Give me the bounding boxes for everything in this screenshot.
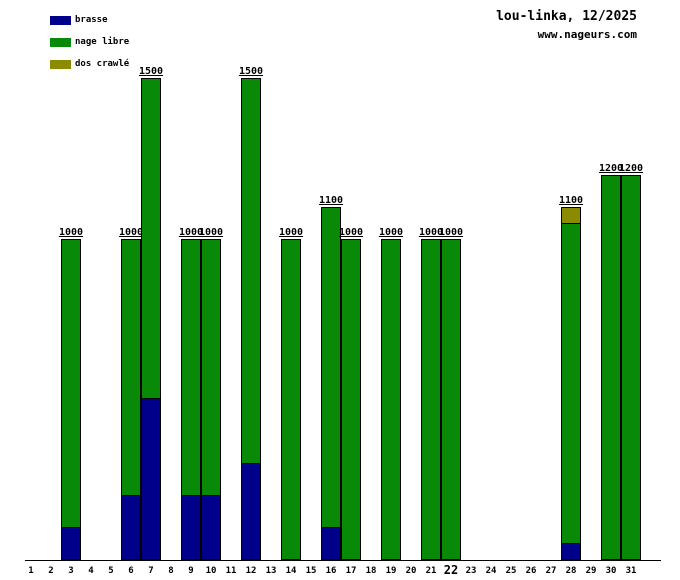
axis-day-label-current: 22 — [443, 563, 459, 577]
bar-day-10 — [201, 239, 221, 560]
axis-day-label: 2 — [48, 566, 54, 576]
axis-day-label: 20 — [405, 566, 417, 576]
bar-total-label: 1500 — [138, 66, 164, 77]
bar-day-22 — [441, 239, 461, 560]
axis-day-label: 31 — [625, 566, 637, 576]
bar-total-label: 1000 — [338, 227, 364, 238]
axis-day-label: 11 — [225, 566, 237, 576]
bar-total-label: 1000 — [418, 227, 444, 238]
bar-day-28 — [561, 207, 581, 560]
axis-day-label: 3 — [68, 566, 74, 576]
axis-day-label: 18 — [365, 566, 377, 576]
bar-total-label: 1000 — [118, 227, 144, 238]
bar-segment-brasse — [122, 495, 140, 559]
bar-segment-brasse — [62, 527, 80, 559]
bar-segment-brasse — [562, 543, 580, 559]
bar-total-label: 1000 — [178, 227, 204, 238]
axis-day-label: 9 — [188, 566, 194, 576]
legend-item-nage-libre: nage libre — [50, 37, 129, 47]
bar-segment-brasse — [322, 527, 340, 559]
bar-segment-brasse — [202, 495, 220, 559]
bar-segment-brasse — [242, 463, 260, 559]
axis-day-label: 1 — [28, 566, 34, 576]
bar-day-14 — [281, 239, 301, 560]
legend-label-nage-libre: nage libre — [75, 37, 130, 47]
axis-day-label: 12 — [245, 566, 257, 576]
axis-day-label: 29 — [585, 566, 597, 576]
bar-total-label: 1200 — [618, 163, 644, 174]
axis-day-label: 7 — [148, 566, 154, 576]
axis-day-label: 30 — [605, 566, 617, 576]
axis-day-label: 25 — [505, 566, 517, 576]
axis-day-label: 27 — [545, 566, 557, 576]
axis-day-label: 10 — [205, 566, 217, 576]
bar-day-9 — [181, 239, 201, 560]
axis-day-label: 8 — [168, 566, 174, 576]
axis-day-label: 6 — [128, 566, 134, 576]
legend-item-dos-crawle: dos crawlé — [50, 59, 129, 69]
bar-total-label: 1000 — [278, 227, 304, 238]
axis-day-label: 24 — [485, 566, 497, 576]
bar-day-19 — [381, 239, 401, 560]
legend-swatch-dos-crawle — [50, 59, 71, 69]
axis-day-label: 4 — [88, 566, 94, 576]
website-text: www.nageurs.com — [537, 28, 637, 41]
bar-day-17 — [341, 239, 361, 560]
axis-day-label: 5 — [108, 566, 114, 576]
bar-day-16 — [321, 207, 341, 560]
bar-day-6 — [121, 239, 141, 560]
axis-day-label: 19 — [385, 566, 397, 576]
legend-label-brasse: brasse — [75, 15, 108, 25]
legend-item-brasse: brasse — [50, 15, 108, 25]
axis-day-label: 13 — [265, 566, 277, 576]
bar-total-label: 1500 — [238, 66, 264, 77]
bar-total-label: 1100 — [318, 195, 344, 206]
axis-day-label: 23 — [465, 566, 477, 576]
axis-day-label: 26 — [525, 566, 537, 576]
bar-total-label: 1000 — [438, 227, 464, 238]
bar-segment-brasse — [182, 495, 200, 559]
axis-day-label: 17 — [345, 566, 357, 576]
bar-day-7 — [141, 78, 161, 560]
bar-segment-dos-crawle — [562, 208, 580, 224]
bar-day-30 — [601, 175, 621, 560]
bar-day-12 — [241, 78, 261, 560]
axis-day-label: 16 — [325, 566, 337, 576]
bar-total-label: 1000 — [378, 227, 404, 238]
legend-swatch-brasse — [50, 15, 71, 25]
bar-day-3 — [61, 239, 81, 560]
bar-total-label: 1000 — [198, 227, 224, 238]
bar-total-label: 1100 — [558, 195, 584, 206]
bar-day-21 — [421, 239, 441, 560]
bar-total-label: 1200 — [598, 163, 624, 174]
axis-day-label: 21 — [425, 566, 437, 576]
axis-day-label: 15 — [305, 566, 317, 576]
bar-segment-brasse — [142, 398, 160, 559]
page-title: lou-linka, 12/2025 — [496, 9, 637, 24]
axis-day-label: 14 — [285, 566, 297, 576]
x-axis-line — [25, 560, 661, 561]
legend-label-dos-crawle: dos crawlé — [75, 59, 130, 69]
bar-total-label: 1000 — [58, 227, 84, 238]
axis-day-label: 28 — [565, 566, 577, 576]
legend-swatch-nage-libre — [50, 37, 71, 47]
bar-day-31 — [621, 175, 641, 560]
